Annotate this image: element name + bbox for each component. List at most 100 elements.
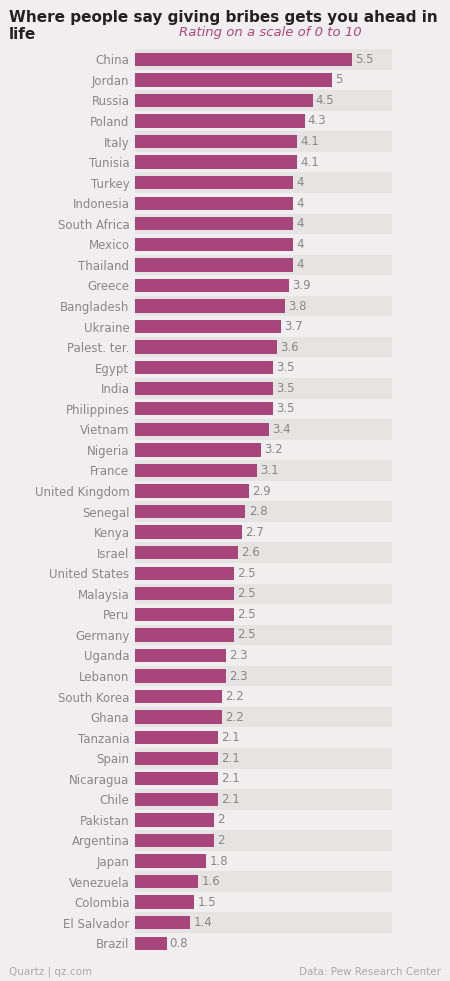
Bar [135,460,392,481]
Text: 1.6: 1.6 [201,875,220,888]
Bar [135,382,273,395]
Text: 2.9: 2.9 [252,485,271,497]
Bar [135,402,273,416]
Bar [135,111,392,131]
Text: 3.5: 3.5 [276,402,295,415]
Bar [135,94,313,107]
Bar [135,912,392,933]
Bar [135,74,332,86]
Bar [135,710,222,724]
Text: 3.2: 3.2 [265,443,283,456]
Bar [135,193,392,214]
Bar [135,485,249,497]
Bar [135,937,166,950]
Bar [135,567,234,580]
Bar [135,419,392,439]
Bar [135,176,293,189]
Text: 2.1: 2.1 [221,772,240,786]
Text: 3.5: 3.5 [276,382,295,394]
Bar [135,813,214,827]
Bar [135,687,392,707]
Text: 3.9: 3.9 [292,279,310,292]
Bar [135,217,293,231]
Text: 4: 4 [296,237,303,251]
Text: 1.8: 1.8 [209,854,228,867]
Text: 3.8: 3.8 [288,299,306,313]
Bar [135,336,392,357]
Text: Quartz | qz.com: Quartz | qz.com [9,966,92,977]
Bar [135,542,392,563]
Bar [135,505,246,518]
Bar [135,896,194,908]
Text: Rating on a scale of 0 to 10: Rating on a scale of 0 to 10 [179,26,361,38]
Bar [135,134,297,148]
Text: 2.7: 2.7 [245,526,263,539]
Text: 2.1: 2.1 [221,793,240,805]
Bar [135,604,392,625]
Text: 4: 4 [296,217,303,231]
Bar [135,793,218,806]
Bar [135,809,392,830]
Bar [135,481,392,501]
Bar [135,768,392,789]
Bar [135,255,392,275]
Bar [135,501,392,522]
Text: 1.4: 1.4 [194,916,212,929]
Bar [135,299,285,313]
Text: 2.3: 2.3 [229,649,248,662]
Bar [135,728,392,748]
Bar [135,279,289,292]
Text: 2.1: 2.1 [221,751,240,765]
Text: 4: 4 [296,258,303,272]
Bar [135,892,392,912]
Text: 4.1: 4.1 [300,135,319,148]
Bar [135,70,392,90]
Bar [135,669,226,683]
Text: 2.6: 2.6 [241,546,260,559]
Bar [135,443,261,456]
Bar [135,115,305,128]
Bar [135,830,392,851]
Bar [135,275,392,295]
Text: 5.5: 5.5 [355,53,374,66]
Bar [135,258,293,272]
Bar [135,464,257,477]
Bar [135,648,226,662]
Bar [135,587,234,600]
Bar [135,834,214,848]
Bar [135,916,190,929]
Text: 1.5: 1.5 [198,896,216,908]
Text: 3.7: 3.7 [284,320,303,334]
Bar [135,875,198,888]
Text: Data: Pew Research Center: Data: Pew Research Center [299,967,441,977]
Bar [135,361,273,375]
Text: 3.1: 3.1 [261,464,279,477]
Bar [135,423,269,436]
Text: 4: 4 [296,177,303,189]
Text: 2.5: 2.5 [237,588,256,600]
Bar [135,563,392,584]
Text: 2.5: 2.5 [237,608,256,621]
Text: 2.3: 2.3 [229,669,248,683]
Bar [135,295,392,316]
Bar [135,131,392,152]
Text: 2: 2 [217,813,225,826]
Text: 2.5: 2.5 [237,629,256,642]
Bar [135,237,293,251]
Text: 2: 2 [217,834,225,847]
Bar [135,155,297,169]
Bar [135,625,392,645]
Bar [135,439,392,460]
Bar [135,851,392,871]
Bar [135,196,293,210]
Bar [135,789,392,809]
Bar [135,214,392,234]
Bar [135,522,392,542]
Bar [135,628,234,642]
Text: 2.5: 2.5 [237,567,256,580]
Text: 3.6: 3.6 [280,340,299,353]
Bar [135,772,218,786]
Bar [135,152,392,173]
Bar [135,340,277,354]
Bar [135,546,238,559]
